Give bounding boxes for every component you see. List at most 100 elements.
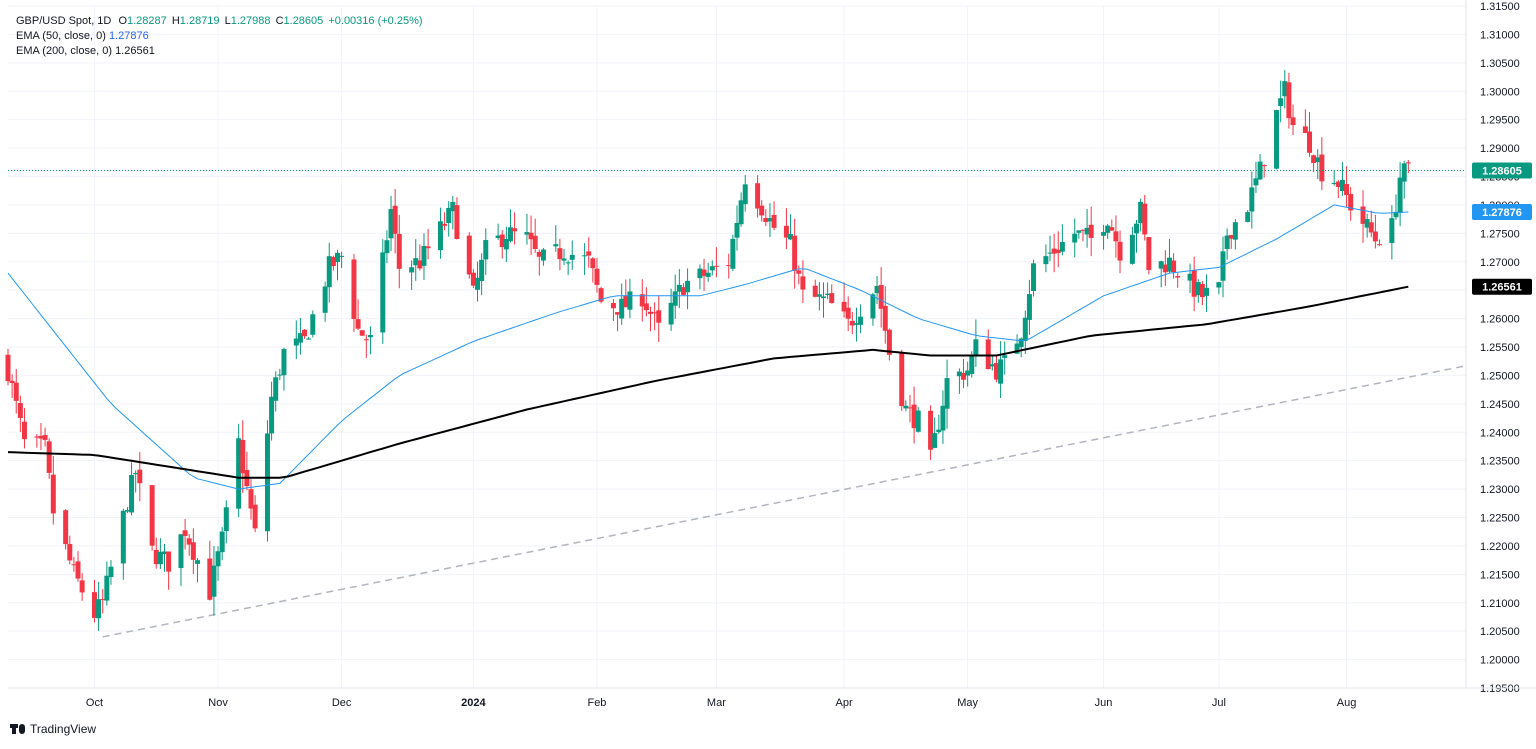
candle-body [825,293,831,295]
candle-body [1059,242,1065,252]
candle-body [186,538,192,545]
candle-body [652,312,658,314]
candle-body [643,303,649,311]
candle-body [816,294,822,297]
y-tick-label: 1.21500 [1480,569,1520,581]
candle-body [269,396,275,434]
candle-body [1051,248,1057,254]
candle-body [129,474,135,513]
candle-body [858,316,864,325]
candle-body [561,258,567,261]
y-tick-label: 1.23000 [1480,484,1520,496]
y-tick-label: 1.31500 [1480,1,1520,13]
candle-body [767,218,773,222]
ema50-label: EMA (50, close, 0) [16,30,106,42]
candle-body [965,370,971,376]
change-value: +0.00316 (+0.25%) [328,15,423,27]
candle-body [153,549,159,565]
candle-body [219,531,225,553]
symbol-title[interactable]: GBP/USD Spot, 1D [16,15,112,27]
candle-body [13,382,19,401]
candle-body [50,474,56,514]
candle-body [1405,162,1411,164]
candle-body [409,267,415,273]
candle-body [1228,235,1234,239]
candle-body [166,551,172,572]
y-tick-label: 1.22000 [1480,541,1520,553]
candle-body [63,510,69,545]
candle-body [1138,201,1144,224]
candle-body [1166,257,1172,272]
y-tick-label: 1.29500 [1480,115,1520,127]
tradingview-logo[interactable]: TradingView [10,722,96,736]
candle-body [17,403,23,418]
candle-body [446,207,452,224]
candle-body [829,293,835,304]
candle-body [100,599,106,601]
x-tick-label: Jul [1212,697,1226,709]
close-label: C [275,15,284,27]
ema200-price-tag: 1.26561 [1482,282,1522,294]
candle-body [120,510,126,564]
x-tick-label: Feb [587,697,606,709]
y-tick-label: 1.27500 [1480,228,1520,240]
candle-body [190,542,196,560]
ema200-line [7,285,1409,479]
candle-body [306,338,312,340]
y-tick-label: 1.31000 [1480,29,1520,41]
candle-body [470,272,476,286]
candle-body [610,302,616,309]
open-value: 1.28287 [127,15,167,27]
candle-body [973,339,979,357]
candle-body [812,285,818,297]
candle-body [38,435,44,439]
candle-body [1117,241,1123,261]
candle-body [1253,178,1259,186]
candle-body [34,436,40,438]
candle-body [223,507,229,532]
candle-body [1302,126,1308,133]
candle-body [495,235,501,239]
candle-body [1261,164,1267,167]
candle-body [680,287,686,295]
x-tick-label: 2024 [461,697,486,709]
candle-body [499,234,505,248]
candle-body [1315,157,1321,163]
candle-body [1377,244,1383,246]
candle-body [1084,227,1090,235]
candle-body [1002,355,1008,358]
candle-body [1257,161,1263,180]
candle-body [944,378,950,409]
candle-body [162,551,168,555]
candle-body [1191,270,1197,297]
candle-body [46,441,52,473]
ema50-value: 1.27876 [108,30,149,42]
candle-body [536,251,542,257]
candle-body [1368,222,1374,233]
candle-body [1171,260,1177,273]
legend-ema200-row[interactable]: EMA (200, close, 0) 1.26561 [16,44,423,59]
x-tick-label: Apr [836,697,853,709]
candle-body [763,217,769,223]
x-tick-label: Aug [1337,697,1357,709]
candle-body [668,302,674,325]
axes: 1.31500 1.31000 1.30500 1.30000 1.29500 1.290… [8,0,1536,709]
x-tick-label: Mar [707,697,726,709]
candle-body [878,284,884,309]
legend-ema50-row[interactable]: EMA (50, close, 0) 1.27876 [16,29,423,44]
candle-body [104,575,110,601]
candle-body [648,311,654,314]
candle-body [849,320,855,326]
candle-body [1232,222,1238,240]
candle-body [466,235,472,275]
candle-body [322,286,328,313]
candlesticks [5,70,1411,631]
candle-body [1088,224,1094,238]
candle-body [503,238,509,250]
candle-body [532,235,538,250]
candle-body [899,351,905,407]
candle-body [108,566,114,577]
candle-body [730,238,736,269]
